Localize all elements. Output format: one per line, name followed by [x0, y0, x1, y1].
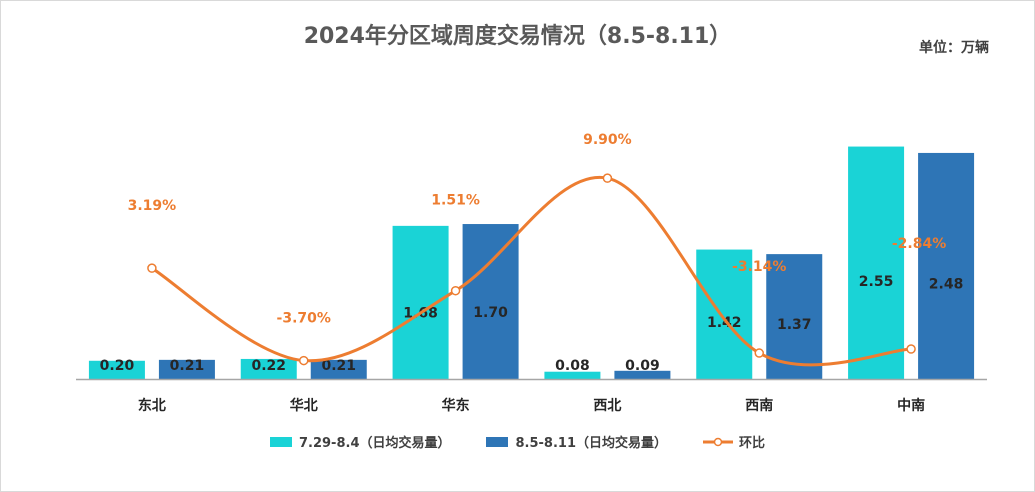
bar-label-2-4: 1.37	[777, 317, 812, 333]
bar-label-2-0: 0.21	[170, 358, 205, 374]
bar-1-0	[88, 360, 145, 379]
bar-label-2-5: 2.48	[929, 277, 964, 293]
bar-1-1	[240, 358, 297, 379]
line-point-0	[147, 263, 157, 273]
legend-label-line: 环比	[738, 436, 765, 451]
bar-label-1-0: 0.20	[100, 358, 135, 374]
bar-2-5	[918, 152, 975, 379]
line-label-3: 9.90%	[583, 132, 632, 148]
line-label-0: 3.19%	[128, 198, 177, 214]
category-label-2: 华东	[442, 397, 470, 414]
chart-title: 2024年分区域周度交易情况（8.5-8.11）	[303, 24, 732, 49]
bar-label-2-1: 0.21	[321, 358, 356, 374]
legend-item-line[interactable]: 环比	[702, 432, 765, 451]
category-label-3: 西北	[593, 398, 621, 414]
bar-2-1	[310, 359, 367, 379]
bar-2-4	[766, 254, 823, 379]
line-label-2: 1.51%	[431, 193, 480, 209]
legend-label-series1: 7.29-8.4（日均交易量）	[298, 436, 451, 451]
category-label-5: 中南	[897, 397, 925, 414]
category-label-0: 东北	[138, 397, 166, 414]
legend-line-marker-icon	[702, 437, 733, 446]
legend-label-series2: 8.5-8.11（日均交易量）	[515, 436, 667, 451]
line-label-1: -3.70%	[277, 311, 331, 327]
bar-label-1-4: 1.42	[707, 315, 742, 331]
legend-item-series2[interactable]: 8.5-8.11（日均交易量）	[486, 432, 667, 451]
category-label-4: 西南	[745, 397, 773, 414]
legend: 7.29-8.4（日均交易量） 8.5-8.11（日均交易量） 环比	[0, 432, 1035, 451]
bar-1-4	[696, 249, 753, 379]
bar-2-2	[462, 224, 519, 379]
line-label-5: -2.84%	[892, 236, 946, 252]
bar-label-2-2: 1.70	[473, 305, 508, 321]
unit-label: 单位：万辆	[919, 40, 989, 56]
category-label-1: 华北	[290, 397, 318, 414]
line-point-1	[299, 355, 309, 366]
bar-label-1-3: 0.08	[555, 358, 590, 374]
bar-1-2	[392, 225, 449, 379]
line-point-2	[450, 285, 461, 296]
bar-label-2-3: 0.09	[625, 358, 660, 374]
legend-swatch-series2	[486, 436, 509, 447]
bar-1-3	[544, 371, 601, 379]
bar-label-1-5: 2.55	[859, 274, 894, 290]
line-point-5	[906, 344, 916, 354]
legend-item-series1[interactable]: 7.29-8.4（日均交易量）	[269, 432, 451, 451]
line-point-4	[754, 348, 764, 358]
bar-2-3	[614, 370, 671, 379]
bar-1-5	[848, 146, 905, 379]
bar-2-0	[158, 359, 215, 379]
line-label-4: -3.14%	[732, 259, 786, 275]
bar-label-1-1: 0.22	[251, 358, 286, 374]
legend-swatch-series1	[269, 436, 292, 447]
line-point-3	[602, 173, 613, 183]
